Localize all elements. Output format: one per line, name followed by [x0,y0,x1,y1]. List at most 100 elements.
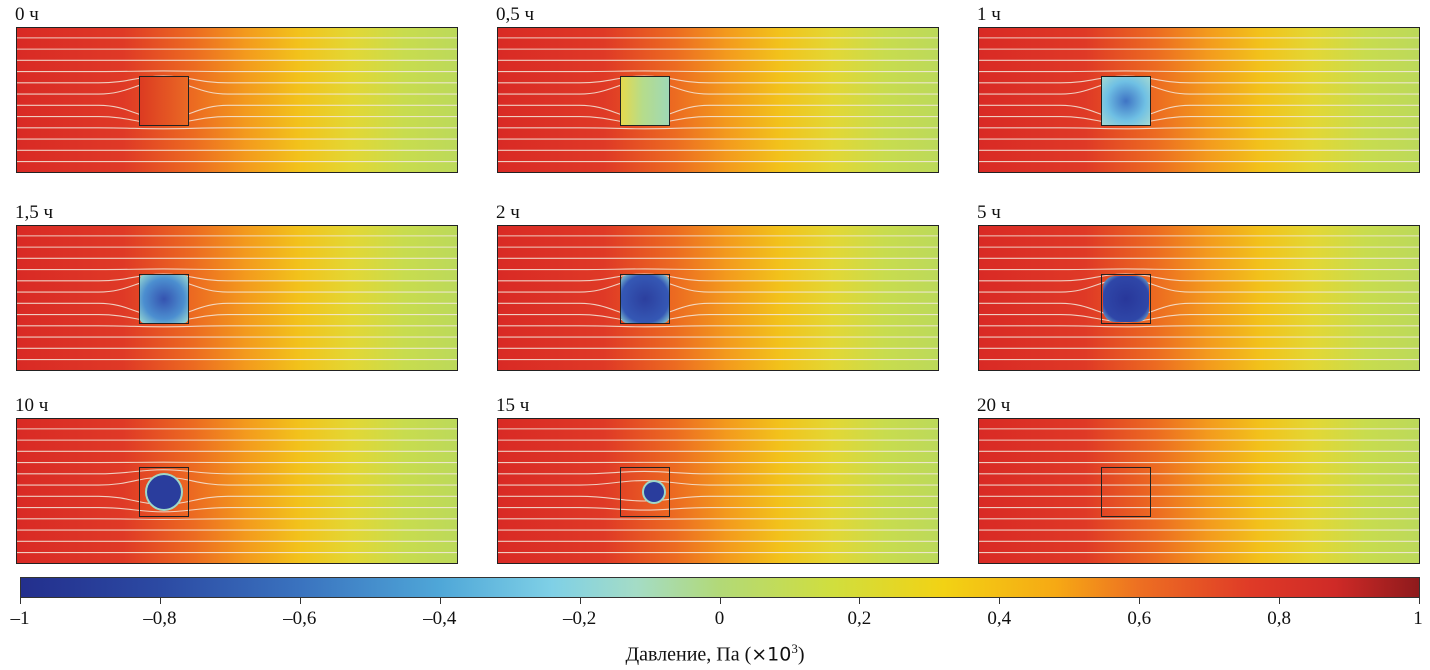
panel-time-label: 0 ч [15,4,39,25]
obstacle-outline [139,274,189,324]
streamline [979,116,1419,125]
streamlines [498,235,938,361]
obstacle-outline [139,76,189,126]
obstacle-fill [1101,76,1151,126]
streamline [498,479,938,486]
pressure-field-panel [497,225,939,371]
streamline [979,268,1419,271]
colorbar-title-exponent: 3 [791,641,798,656]
pressure-field-panel [978,225,1420,371]
pressure-field-panel [978,27,1420,173]
colorbar-tick [719,598,721,604]
streamlines [498,37,938,163]
streamline [17,268,457,271]
panel-time-label: 20 ч [977,395,1011,416]
obstacle-outline [620,76,670,126]
streamlines [979,235,1419,361]
streamline [498,495,938,502]
streamline [17,507,457,513]
streamline [17,518,457,520]
colorbar-tick [20,598,21,604]
colorbar-tick [1139,598,1141,604]
panel-time-label: 10 ч [15,395,49,416]
streamline [498,314,938,323]
streamline [498,325,938,328]
colorbar-tick [999,598,1001,604]
streamline [979,70,1419,73]
colorbar-tick [579,598,581,604]
colorbar-tick-label: –0,2 [562,608,597,629]
colorbar-title-suffix: ) [797,643,805,666]
streamlines [979,37,1419,163]
colorbar-tick [299,598,301,604]
streamline [979,325,1419,328]
streamline [17,75,457,84]
streamlines [17,37,457,163]
streamlines [17,428,457,554]
streamline [979,127,1419,130]
streamlines [979,428,1419,554]
panel-time-label: 5 ч [977,202,1001,223]
pressure-field-panel [497,418,939,564]
streamlines [17,235,457,361]
streamline [17,314,457,323]
colorbar-tick [159,598,161,604]
pressure-field-panel [16,225,458,371]
streamline [17,495,457,505]
colorbar-tick-label: 0,4 [987,608,1012,629]
streamline [17,116,457,125]
obstacle-fill [620,76,670,126]
pressure-field-panel [978,418,1420,564]
obstacle-remnant [644,482,664,502]
obstacle-outline [1101,274,1151,324]
streamline [979,273,1419,282]
obstacle-outline [620,274,670,324]
colorbar-tick-label: 0,8 [1267,608,1291,629]
streamline [17,70,457,73]
colorbar-tick-label: 0 [714,608,725,629]
streamline [17,273,457,282]
obstacle-outline [139,467,189,517]
obstacle-fill [1103,276,1149,322]
panel-time-label: 15 ч [496,395,530,416]
colorbar-tick-label: –0,8 [143,608,177,629]
panel-time-label: 1 ч [977,4,1001,25]
streamline [498,75,938,84]
streamline [498,268,938,271]
colorbar-tick-label: –1 [10,608,30,629]
obstacle-outline [1101,76,1151,126]
pressure-field-panel [16,27,458,173]
streamline [979,314,1419,323]
colorbar-tick-label: 0,6 [1127,608,1152,629]
panel-time-label: 1,5 ч [15,202,54,223]
obstacle-fill [140,275,188,323]
obstacle-fill [139,76,189,126]
streamline [498,470,938,475]
panel-time-label: 0,5 ч [496,4,535,25]
obstacle-outline [620,467,670,517]
colorbar-title-prefix: Давление, Па ( [625,643,752,666]
streamline [498,127,938,130]
obstacle-remnant [147,475,181,509]
streamline [498,273,938,282]
streamlines [498,428,938,554]
colorbar-tick-label: 1 [1413,608,1423,629]
colorbar-gradient [20,577,1420,598]
streamline [498,70,938,73]
colorbar-tick [1279,598,1281,604]
colorbar-title: Давление, Па (×103) [0,636,1430,668]
panel-time-label: 2 ч [496,202,520,223]
pressure-field-panel [497,27,939,173]
colorbar-tick-label: –0,6 [283,608,317,629]
colorbar-tick-label: –0,4 [423,608,457,629]
colorbar-tick-label: 0,2 [847,608,872,629]
obstacle-outline [1101,467,1151,517]
streamline [17,325,457,328]
streamline [17,127,457,130]
colorbar-tick [439,598,441,604]
colorbar-tick [859,598,861,604]
colorbar-tick [1419,598,1420,604]
streamline [498,116,938,125]
streamline [498,507,938,511]
streamline [17,476,457,486]
